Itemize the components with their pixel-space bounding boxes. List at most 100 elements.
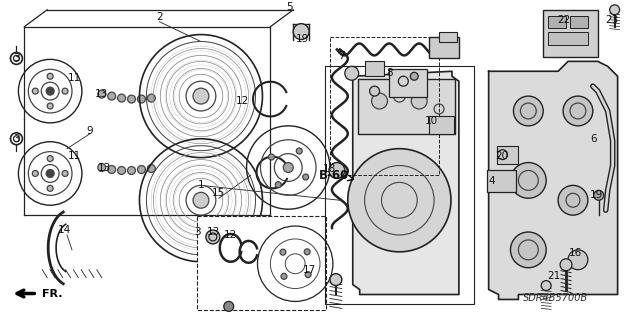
Circle shape: [305, 272, 311, 278]
Text: 2: 2: [156, 12, 163, 22]
Text: 10: 10: [424, 116, 438, 126]
Circle shape: [563, 96, 593, 126]
Circle shape: [127, 167, 136, 174]
Circle shape: [138, 95, 145, 103]
Circle shape: [370, 86, 380, 96]
Circle shape: [513, 96, 543, 126]
Text: 16: 16: [568, 248, 582, 258]
Bar: [548, 16, 566, 28]
Text: 12: 12: [224, 230, 237, 240]
Circle shape: [98, 164, 106, 172]
Circle shape: [281, 273, 287, 279]
Text: 13: 13: [95, 89, 108, 99]
Text: 19: 19: [590, 190, 604, 200]
Text: 12: 12: [236, 96, 249, 106]
Text: 7: 7: [339, 51, 345, 61]
Circle shape: [118, 94, 125, 102]
Circle shape: [560, 259, 572, 271]
Circle shape: [304, 249, 310, 255]
Text: 13: 13: [207, 227, 220, 237]
Circle shape: [348, 149, 451, 252]
Circle shape: [127, 95, 136, 103]
Circle shape: [275, 182, 281, 188]
Text: B-60: B-60: [319, 169, 349, 182]
Circle shape: [610, 5, 620, 15]
Circle shape: [108, 92, 116, 100]
Text: 3: 3: [13, 53, 20, 63]
Circle shape: [46, 87, 54, 95]
Circle shape: [108, 166, 116, 174]
Circle shape: [280, 249, 286, 255]
Circle shape: [296, 148, 302, 154]
Circle shape: [118, 167, 125, 174]
Text: SDR4B5700B: SDR4B5700B: [522, 293, 588, 303]
Circle shape: [330, 274, 342, 286]
Text: 3: 3: [13, 134, 20, 144]
Bar: [543, 10, 598, 57]
Polygon shape: [489, 61, 618, 300]
Bar: [197, 216, 326, 310]
Circle shape: [284, 163, 293, 173]
Text: 22: 22: [557, 15, 571, 25]
Circle shape: [511, 163, 546, 198]
Circle shape: [98, 90, 106, 98]
Circle shape: [345, 66, 358, 80]
Text: 6: 6: [591, 134, 597, 144]
Circle shape: [558, 185, 588, 215]
Text: 18: 18: [323, 164, 337, 174]
Circle shape: [224, 301, 234, 311]
Circle shape: [147, 165, 156, 173]
Text: 13: 13: [98, 162, 111, 173]
Bar: [325, 66, 474, 304]
Circle shape: [412, 93, 427, 109]
Circle shape: [193, 88, 209, 104]
Text: 3: 3: [194, 227, 200, 237]
Bar: [429, 37, 459, 58]
Circle shape: [47, 103, 53, 109]
Circle shape: [47, 73, 53, 79]
Text: 1: 1: [198, 180, 204, 190]
Text: 4: 4: [488, 176, 495, 186]
Circle shape: [62, 170, 68, 176]
Bar: [548, 32, 588, 46]
Bar: [497, 146, 518, 164]
Circle shape: [46, 169, 54, 177]
Bar: [486, 170, 516, 192]
Circle shape: [47, 156, 53, 161]
Text: 23: 23: [605, 15, 618, 25]
Bar: [390, 69, 427, 97]
Circle shape: [568, 250, 588, 270]
Circle shape: [268, 154, 275, 160]
Circle shape: [511, 232, 546, 268]
Bar: [330, 37, 439, 175]
Circle shape: [47, 185, 53, 191]
Circle shape: [541, 281, 551, 291]
Text: 11: 11: [67, 73, 81, 83]
Circle shape: [329, 163, 345, 178]
Text: FR.: FR.: [42, 290, 63, 300]
Circle shape: [293, 24, 309, 40]
Circle shape: [410, 72, 418, 80]
Circle shape: [594, 190, 604, 200]
Circle shape: [303, 174, 308, 180]
Circle shape: [32, 88, 38, 94]
Text: 9: 9: [86, 126, 93, 136]
Bar: [358, 79, 455, 134]
Circle shape: [193, 192, 209, 208]
Text: 11: 11: [67, 151, 81, 160]
Circle shape: [62, 88, 68, 94]
Text: 17: 17: [303, 265, 316, 275]
Circle shape: [147, 94, 156, 102]
Circle shape: [32, 170, 38, 176]
Text: 19: 19: [296, 33, 308, 44]
Bar: [429, 116, 454, 134]
Text: 20: 20: [495, 151, 508, 160]
Circle shape: [138, 166, 145, 174]
Text: 5: 5: [286, 2, 292, 12]
Text: 21: 21: [547, 271, 561, 281]
Circle shape: [206, 230, 220, 244]
Bar: [365, 61, 385, 76]
Text: 14: 14: [58, 225, 70, 235]
Circle shape: [372, 93, 387, 109]
Polygon shape: [353, 71, 459, 294]
